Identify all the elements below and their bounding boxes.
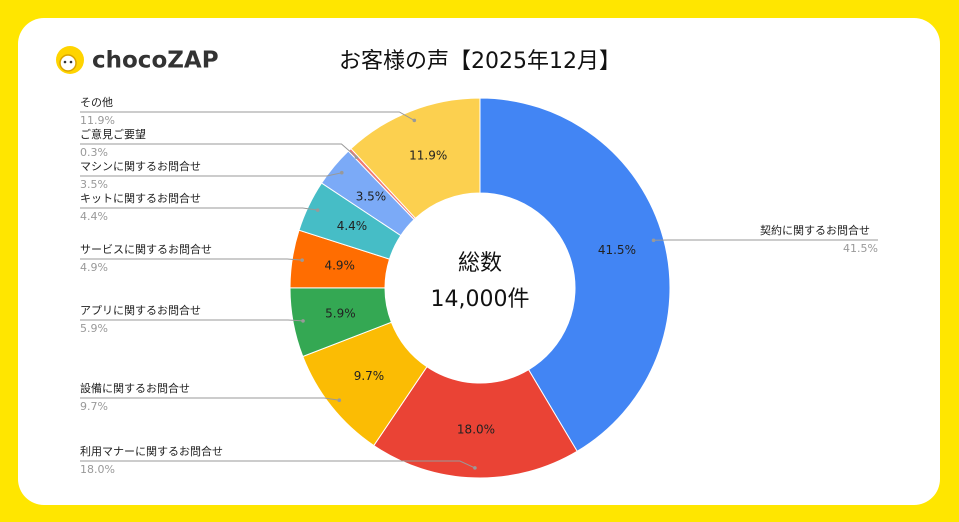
leader-line	[80, 319, 304, 322]
leader-line	[80, 111, 415, 121]
slice-label: 4.4%	[337, 219, 368, 233]
legend-label: サービスに関するお問合せ	[80, 242, 212, 256]
leader-dot	[315, 208, 320, 212]
leader-dot	[412, 118, 417, 123]
legend-label: その他	[80, 96, 113, 109]
leader-dot	[300, 258, 304, 262]
leader-line	[80, 172, 342, 177]
legend-label: 利用マナーに関するお問合せ	[80, 444, 223, 458]
donut-slice	[350, 97, 481, 219]
legend-value: 3.5%	[80, 178, 108, 191]
leader-line	[80, 397, 340, 401]
legend-value: 4.4%	[80, 210, 108, 223]
slice-label: 4.9%	[324, 259, 355, 273]
legend-value: 0.3%	[80, 146, 108, 159]
leader-line	[80, 143, 357, 158]
card	[18, 18, 940, 505]
slice-label: 41.5%	[598, 243, 636, 257]
chart-title: お客様の声【2025年12月】	[339, 49, 621, 74]
leader-dot	[473, 466, 477, 470]
leader-line	[80, 460, 476, 469]
slice-label: 11.9%	[409, 148, 447, 162]
leader-dot	[339, 170, 344, 175]
slice-label: 9.7%	[354, 369, 385, 383]
legend-value: 41.5%	[843, 242, 878, 255]
center-value: 14,000件	[431, 287, 530, 312]
donut-slice	[479, 97, 671, 452]
legend-label: マシンに関するお問合せ	[80, 159, 201, 173]
legend-label: キットに関するお問合せ	[80, 191, 201, 205]
leader-dot	[651, 238, 656, 243]
logo-icon	[56, 46, 84, 74]
logo-text: chocoZAP	[92, 48, 219, 74]
slice-label: 5.9%	[325, 306, 356, 320]
center-label: 総数	[458, 251, 502, 276]
legend-label: アプリに関するお問合せ	[80, 303, 201, 317]
leader-line	[80, 258, 303, 261]
leader-line	[80, 207, 318, 211]
legend-value: 5.9%	[80, 322, 108, 335]
slice-label: 3.5%	[356, 190, 387, 204]
legend-label: 設備に関するお問合せ	[80, 381, 190, 395]
leader-dot	[337, 398, 342, 403]
donut-slice	[373, 366, 578, 479]
legend-value: 4.9%	[80, 261, 108, 274]
leader-dot	[301, 319, 305, 323]
legend-label: ご意見ご要望	[80, 127, 146, 141]
legend-value: 18.0%	[80, 463, 115, 476]
legend-value: 11.9%	[80, 114, 115, 127]
legend-label: 契約に関するお問合せ	[760, 223, 870, 237]
legend-value: 9.7%	[80, 400, 108, 413]
slice-label: 18.0%	[457, 422, 495, 436]
